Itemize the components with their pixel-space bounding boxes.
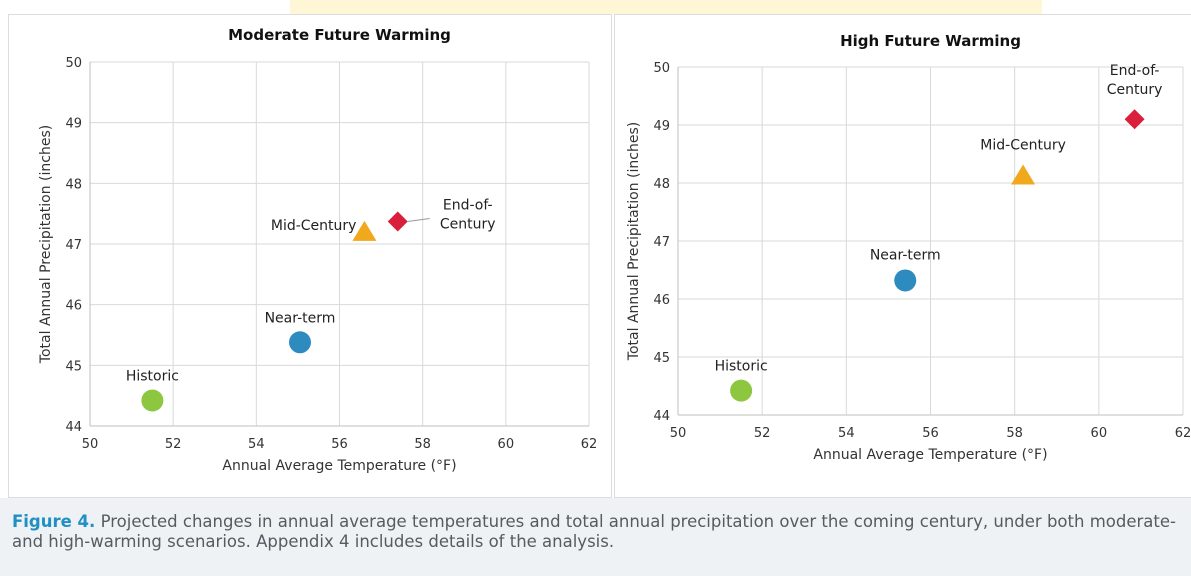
y-tick-label: 44 (653, 409, 670, 424)
figure-caption: Figure 4. Projected changes in annual av… (12, 512, 1182, 552)
x-axis-title: Annual Average Temperature (°F) (222, 458, 456, 474)
moderate-end-of-century-label-line1: End-of- (443, 198, 493, 214)
high-mid-century-label: Mid-Century (980, 137, 1066, 153)
y-tick-label: 47 (653, 235, 670, 250)
x-tick-label: 58 (414, 437, 431, 452)
chart-title: Moderate Future Warming (228, 26, 451, 44)
x-tick-label: 58 (1006, 426, 1023, 441)
high-end-of-century-point (1124, 109, 1145, 130)
high-warming-chart-panel: High Future Warming 44 45 46 47 48 49 50 50 52 54 5… (614, 14, 1191, 498)
moderate-warming-chart-panel: Moderate Future Warming 44 45 46 47 48 49 50 50 5… (8, 14, 612, 498)
figure-caption-text: Projected changes in annual average temp… (12, 512, 1176, 551)
high-mid-century-point (1011, 164, 1036, 185)
y-tick-label: 49 (653, 119, 670, 134)
x-tick-label: 52 (754, 426, 771, 441)
y-axis-title: Total Annual Precipitation (inches) (626, 122, 642, 361)
high-end-of-century-label: End-of- Century (1107, 63, 1163, 98)
y-tick-label: 46 (65, 299, 82, 314)
x-tick-label: 56 (922, 426, 939, 441)
y-axis-title: Total Annual Precipitation (inches) (38, 125, 54, 364)
moderate-warming-scatter-chart: Moderate Future Warming 44 45 46 47 48 49 50 50 5… (38, 26, 598, 474)
moderate-end-of-century-point (387, 211, 408, 232)
y-tick-label: 50 (653, 61, 670, 76)
moderate-historic-label: Historic (126, 369, 179, 385)
y-tick-label: 48 (653, 177, 670, 192)
moderate-near-term-point (288, 331, 311, 354)
x-tick-label: 50 (82, 437, 99, 452)
top-highlight-strip (290, 0, 1042, 14)
y-tick-label: 46 (653, 293, 670, 308)
high-end-of-century-label-line2: Century (1107, 82, 1163, 98)
high-warming-scatter-chart: High Future Warming 44 45 46 47 48 49 50 50 52 54 5… (626, 32, 1191, 463)
x-tick-label: 52 (165, 437, 182, 452)
x-axis-title: Annual Average Temperature (°F) (813, 447, 1047, 463)
moderate-end-of-century-leader-line (407, 218, 430, 223)
moderate-mid-century-point (352, 220, 377, 241)
moderate-end-of-century-label-line2: Century (440, 217, 496, 233)
x-tick-label: 60 (1091, 426, 1108, 441)
high-near-term-label: Near-term (870, 247, 941, 263)
figure-caption-label: Figure 4. (12, 512, 96, 531)
y-tick-label: 47 (65, 238, 82, 253)
y-tick-label: 49 (65, 117, 82, 132)
chart-title: High Future Warming (840, 32, 1021, 50)
x-tick-label: 54 (248, 437, 265, 452)
y-tick-label: 48 (65, 177, 82, 192)
moderate-historic-point (141, 389, 164, 412)
x-tick-label: 62 (1175, 426, 1191, 441)
y-tick-label: 44 (65, 420, 82, 435)
y-tick-label: 50 (65, 56, 82, 71)
high-historic-point (730, 379, 753, 402)
moderate-end-of-century-label: End-of- Century (440, 198, 496, 233)
y-tick-label: 45 (653, 351, 670, 366)
x-tick-label: 50 (670, 426, 687, 441)
high-near-term-point (894, 269, 917, 292)
high-end-of-century-label-line1: End-of- (1110, 63, 1160, 79)
figure-caption-area: Figure 4. Projected changes in annual av… (0, 498, 1191, 576)
x-tick-label: 62 (581, 437, 598, 452)
x-tick-label: 56 (331, 437, 348, 452)
x-tick-label: 54 (838, 426, 855, 441)
high-historic-label: Historic (715, 359, 768, 375)
moderate-near-term-label: Near-term (265, 310, 336, 326)
x-tick-label: 60 (498, 437, 515, 452)
moderate-mid-century-label: Mid-Century (271, 218, 357, 234)
y-tick-label: 45 (65, 359, 82, 374)
